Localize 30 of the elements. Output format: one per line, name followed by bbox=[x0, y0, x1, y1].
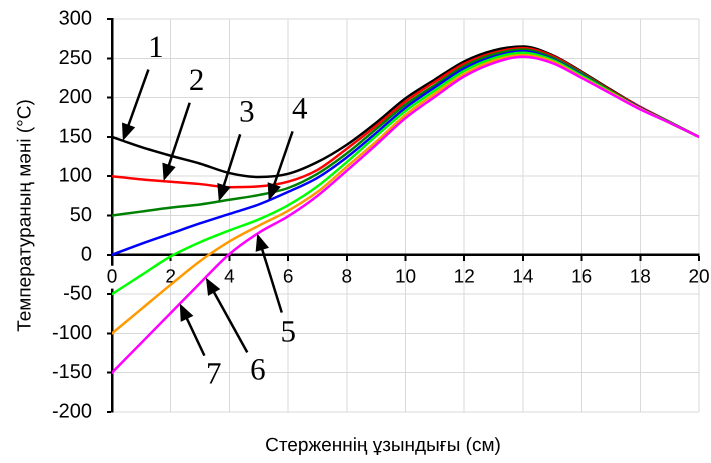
y-tick-label: 300 bbox=[58, 8, 92, 30]
y-tick-label: -150 bbox=[52, 361, 92, 384]
x-tick-label: 8 bbox=[342, 266, 352, 288]
y-tick-label: -100 bbox=[52, 322, 92, 344]
y-tick-label: 0 bbox=[80, 243, 92, 266]
x-tick-label: 4 bbox=[224, 266, 236, 288]
x-tick-label: 16 bbox=[571, 266, 592, 288]
annotation: 6 bbox=[250, 352, 266, 387]
annotation: 4 bbox=[292, 90, 308, 126]
annotation: 2 bbox=[188, 62, 204, 98]
x-tick-label: 18 bbox=[630, 266, 651, 288]
y-tick-label: 250 bbox=[58, 46, 92, 69]
y-tick-label: 100 bbox=[58, 164, 92, 187]
y-tick-label: 50 bbox=[70, 204, 92, 226]
x-tick-label: 0 bbox=[106, 266, 118, 288]
x-axis-title: Стерженнің ұзындығы (см) bbox=[264, 435, 502, 457]
y-tick-label: 150 bbox=[58, 125, 92, 148]
annotation: 1 bbox=[148, 28, 164, 64]
y-tick-label: 200 bbox=[58, 86, 92, 108]
x-tick-label: 14 bbox=[512, 266, 534, 288]
annotation: 5 bbox=[280, 314, 296, 349]
annotation: 7 bbox=[206, 356, 222, 391]
annotation: 3 bbox=[239, 93, 255, 128]
y-tick-label: -50 bbox=[63, 282, 92, 305]
x-tick-label: 12 bbox=[454, 266, 475, 288]
x-tick-label: 6 bbox=[282, 266, 294, 288]
x-tick-label: 20 bbox=[688, 266, 710, 288]
x-tick-label: 10 bbox=[394, 266, 416, 288]
y-axis-title: Температураның мәні (°C) bbox=[14, 99, 36, 332]
y-tick-label: -200 bbox=[52, 400, 92, 423]
